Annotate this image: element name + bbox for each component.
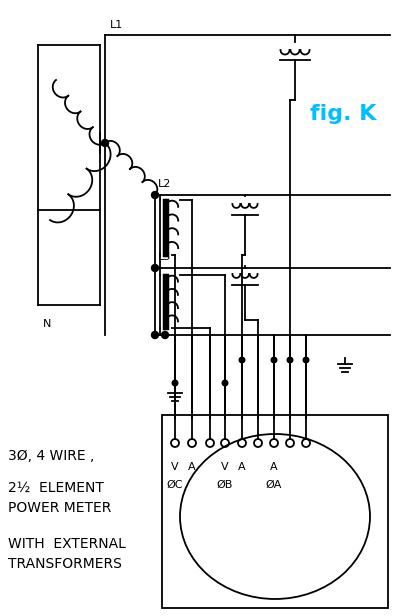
Text: N: N	[43, 319, 51, 329]
Circle shape	[152, 192, 158, 198]
Circle shape	[152, 264, 158, 272]
Text: L1: L1	[110, 20, 123, 30]
Circle shape	[152, 331, 158, 339]
Text: WITH  EXTERNAL: WITH EXTERNAL	[8, 537, 126, 551]
Text: ØC: ØC	[167, 480, 183, 490]
Text: A: A	[188, 462, 196, 472]
Circle shape	[101, 139, 109, 147]
Text: 2½  ELEMENT: 2½ ELEMENT	[8, 481, 104, 495]
Text: A: A	[238, 462, 246, 472]
Text: ØB: ØB	[217, 480, 233, 490]
Circle shape	[239, 357, 245, 363]
Text: fig. K: fig. K	[310, 104, 377, 124]
Text: POWER METER: POWER METER	[8, 501, 111, 515]
Text: 3Ø, 4 WIRE ,: 3Ø, 4 WIRE ,	[8, 449, 94, 463]
Text: L3: L3	[158, 252, 171, 262]
Text: L2: L2	[158, 179, 172, 189]
Circle shape	[222, 380, 228, 386]
Text: ØA: ØA	[266, 480, 282, 490]
Text: A: A	[270, 462, 278, 472]
Circle shape	[162, 331, 168, 339]
Text: V: V	[171, 462, 179, 472]
Bar	[162, 415, 388, 608]
Circle shape	[172, 380, 178, 386]
Text: TRANSFORMERS: TRANSFORMERS	[8, 557, 122, 571]
Circle shape	[287, 357, 293, 363]
Circle shape	[271, 357, 277, 363]
Circle shape	[303, 357, 309, 363]
Text: V: V	[221, 462, 229, 472]
